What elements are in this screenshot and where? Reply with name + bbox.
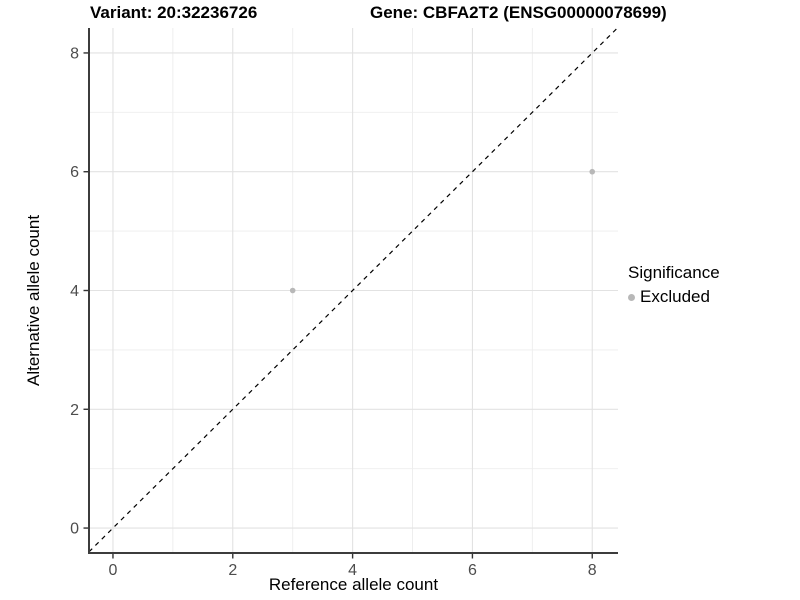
identity-line xyxy=(88,27,618,553)
legend: Significance Excluded xyxy=(628,263,720,307)
y-tick-label: 8 xyxy=(70,45,79,62)
legend-item-excluded: Excluded xyxy=(628,287,720,307)
y-tick-label: 6 xyxy=(70,164,79,181)
x-axis-title: Reference allele count xyxy=(268,575,439,594)
y-tick-label: 2 xyxy=(70,402,79,419)
y-axis-title-container: Alternative allele count xyxy=(22,0,43,581)
x-tick-label: 2 xyxy=(228,562,237,579)
plot-title-variant: Variant: 20:32236726 xyxy=(90,3,258,22)
x-tick-label: 6 xyxy=(468,562,477,579)
legend-item-label: Excluded xyxy=(640,287,710,306)
y-tick-label: 4 xyxy=(70,283,79,300)
data-point xyxy=(589,168,596,175)
data-point xyxy=(289,287,296,294)
y-tick-label: 0 xyxy=(70,521,79,538)
x-tick-label: 8 xyxy=(588,562,597,579)
x-tick-label: 4 xyxy=(348,562,357,579)
legend-title: Significance xyxy=(628,263,720,282)
x-tick-label: 0 xyxy=(109,562,118,579)
legend-point-icon xyxy=(628,293,635,301)
plot-title-gene: Gene: CBFA2T2 (ENSG00000078699) xyxy=(370,3,667,22)
y-axis-title: Alternative allele count xyxy=(24,214,43,386)
